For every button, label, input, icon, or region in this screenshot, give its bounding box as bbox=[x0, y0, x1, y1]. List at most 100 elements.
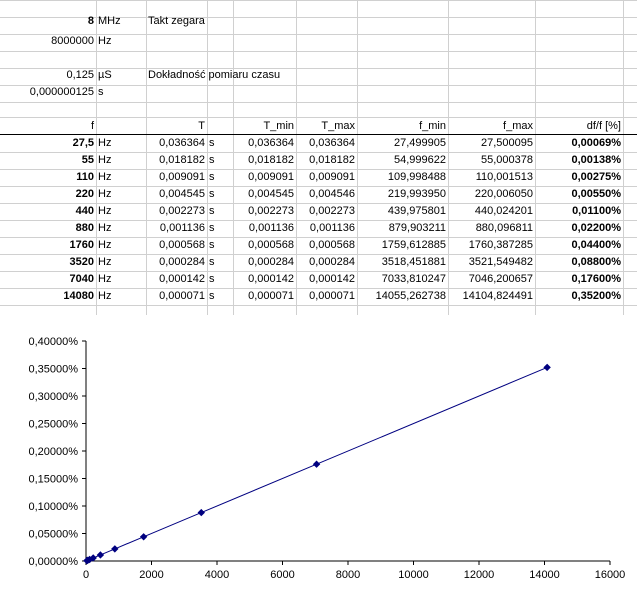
cell-f[interactable]: 1760 bbox=[69, 239, 94, 251]
cell-t-unit[interactable]: s bbox=[209, 137, 215, 149]
cell-f[interactable]: 3520 bbox=[69, 256, 94, 268]
cell-df-f[interactable]: 0,00069% bbox=[571, 137, 621, 149]
cell-f-max[interactable]: 220,006050 bbox=[474, 188, 533, 200]
cell-t[interactable]: 0,002273 bbox=[159, 205, 205, 217]
cell-f-unit[interactable]: Hz bbox=[98, 256, 112, 268]
accuracy-label[interactable]: Dokładność pomiaru czasu bbox=[148, 69, 281, 81]
cell-t-min[interactable]: 0,004545 bbox=[248, 188, 294, 200]
cell-f[interactable]: 55 bbox=[81, 154, 94, 166]
cell-f-unit[interactable]: Hz bbox=[98, 171, 112, 183]
clock-mhz-value[interactable]: 8 bbox=[87, 15, 94, 27]
cell-f[interactable]: 7040 bbox=[69, 273, 94, 285]
cell-t-min[interactable]: 0,002273 bbox=[248, 205, 294, 217]
cell-f[interactable]: 880 bbox=[75, 222, 94, 234]
cell-f-unit[interactable]: Hz bbox=[98, 154, 112, 166]
cell-f-unit[interactable]: Hz bbox=[98, 222, 112, 234]
cell-f[interactable]: 110 bbox=[76, 171, 94, 183]
clock-hz-unit[interactable]: Hz bbox=[98, 35, 112, 47]
header-t-max[interactable]: T_max bbox=[321, 120, 355, 132]
cell-t[interactable]: 0,009091 bbox=[159, 171, 205, 183]
cell-f-max[interactable]: 110,001513 bbox=[475, 171, 533, 183]
cell-t-min[interactable]: 0,036364 bbox=[248, 137, 294, 149]
cell-df-f[interactable]: 0,00550% bbox=[571, 188, 621, 200]
cell-t-min[interactable]: 0,000284 bbox=[248, 256, 294, 268]
cell-t[interactable]: 0,000284 bbox=[159, 256, 205, 268]
cell-t-min[interactable]: 0,009091 bbox=[248, 171, 294, 183]
cell-f-min[interactable]: 14055,262738 bbox=[375, 290, 446, 302]
cell-f-unit[interactable]: Hz bbox=[98, 290, 112, 302]
cell-f-max[interactable]: 880,096811 bbox=[475, 222, 533, 234]
cell-f[interactable]: 14080 bbox=[63, 290, 94, 302]
cell-t-unit[interactable]: s bbox=[209, 239, 215, 251]
cell-f-max[interactable]: 7046,200657 bbox=[468, 273, 533, 285]
cell-t-min[interactable]: 0,000142 bbox=[248, 273, 294, 285]
cell-t[interactable]: 0,004545 bbox=[159, 188, 205, 200]
cell-f-unit[interactable]: Hz bbox=[98, 273, 112, 285]
cell-t-max[interactable]: 0,000568 bbox=[309, 239, 355, 251]
cell-df-f[interactable]: 0,04400% bbox=[571, 239, 621, 251]
accuracy-us-unit[interactable]: µS bbox=[98, 69, 112, 81]
cell-f-max[interactable]: 27,500095 bbox=[481, 137, 533, 149]
accuracy-s-value[interactable]: 0,000000125 bbox=[29, 86, 94, 98]
cell-t-unit[interactable]: s bbox=[209, 222, 215, 234]
cell-t-unit[interactable]: s bbox=[209, 256, 215, 268]
cell-f-unit[interactable]: Hz bbox=[98, 137, 112, 149]
cell-t[interactable]: 0,000071 bbox=[159, 290, 205, 302]
cell-f-min[interactable]: 7033,810247 bbox=[381, 273, 446, 285]
cell-t-max[interactable]: 0,001136 bbox=[309, 222, 355, 234]
cell-f-min[interactable]: 109,998488 bbox=[387, 171, 446, 183]
cell-f[interactable]: 440 bbox=[75, 205, 94, 217]
cell-t-unit[interactable]: s bbox=[209, 290, 215, 302]
cell-df-f[interactable]: 0,02200% bbox=[571, 222, 621, 234]
cell-f[interactable]: 220 bbox=[75, 188, 94, 200]
cell-t[interactable]: 0,000568 bbox=[159, 239, 205, 251]
cell-f-unit[interactable]: Hz bbox=[98, 239, 112, 251]
cell-f-min[interactable]: 219,993950 bbox=[387, 188, 446, 200]
cell-t-max[interactable]: 0,004546 bbox=[309, 188, 355, 200]
cell-t-unit[interactable]: s bbox=[209, 171, 215, 183]
cell-df-f[interactable]: 0,01100% bbox=[572, 205, 621, 217]
cell-df-f[interactable]: 0,00275% bbox=[571, 171, 621, 183]
header-t-min[interactable]: T_min bbox=[263, 120, 294, 132]
cell-f-min[interactable]: 1759,612885 bbox=[381, 239, 446, 251]
cell-f-max[interactable]: 440,024201 bbox=[474, 205, 533, 217]
cell-df-f[interactable]: 0,17600% bbox=[571, 273, 621, 285]
cell-t-min[interactable]: 0,000071 bbox=[248, 290, 294, 302]
cell-f-max[interactable]: 1760,387285 bbox=[468, 239, 533, 251]
cell-f[interactable]: 27,5 bbox=[72, 137, 94, 149]
header-t[interactable]: T bbox=[198, 120, 205, 132]
cell-f-min[interactable]: 879,903211 bbox=[388, 222, 446, 234]
cell-t-max[interactable]: 0,018182 bbox=[309, 154, 355, 166]
header-f-min[interactable]: f_min bbox=[419, 120, 446, 132]
accuracy-us-value[interactable]: 0,125 bbox=[66, 69, 94, 81]
accuracy-s-unit[interactable]: s bbox=[98, 86, 104, 98]
cell-t[interactable]: 0,001136 bbox=[159, 222, 205, 234]
cell-t-max[interactable]: 0,000071 bbox=[309, 290, 355, 302]
cell-t[interactable]: 0,000142 bbox=[159, 273, 205, 285]
cell-t[interactable]: 0,018182 bbox=[159, 154, 205, 166]
cell-df-f[interactable]: 0,00138% bbox=[571, 154, 621, 166]
cell-t-unit[interactable]: s bbox=[209, 188, 215, 200]
clock-hz-value[interactable]: 8000000 bbox=[51, 35, 94, 47]
cell-f-min[interactable]: 54,999622 bbox=[394, 154, 446, 166]
clock-label[interactable]: Takt zegara bbox=[148, 15, 205, 27]
cell-t-unit[interactable]: s bbox=[209, 154, 215, 166]
clock-mhz-unit[interactable]: MHz bbox=[98, 15, 121, 27]
cell-f-max[interactable]: 3521,549482 bbox=[468, 256, 533, 268]
cell-df-f[interactable]: 0,35200% bbox=[571, 290, 621, 302]
cell-t-unit[interactable]: s bbox=[209, 273, 215, 285]
cell-t-min[interactable]: 0,000568 bbox=[248, 239, 294, 251]
cell-t-max[interactable]: 0,002273 bbox=[309, 205, 355, 217]
cell-t-max[interactable]: 0,000284 bbox=[309, 256, 355, 268]
cell-f-unit[interactable]: Hz bbox=[98, 205, 112, 217]
cell-t-max[interactable]: 0,000142 bbox=[309, 273, 355, 285]
cell-f-max[interactable]: 55,000378 bbox=[481, 154, 533, 166]
cell-t-max[interactable]: 0,036364 bbox=[309, 137, 355, 149]
header-f[interactable]: f bbox=[90, 120, 94, 132]
header-df-f[interactable]: df/f [%] bbox=[586, 120, 621, 132]
cell-df-f[interactable]: 0,08800% bbox=[571, 256, 621, 268]
cell-t-unit[interactable]: s bbox=[209, 205, 215, 217]
cell-t[interactable]: 0,036364 bbox=[159, 137, 205, 149]
cell-f-min[interactable]: 27,499905 bbox=[394, 137, 446, 149]
cell-f-max[interactable]: 14104,824491 bbox=[462, 290, 533, 302]
